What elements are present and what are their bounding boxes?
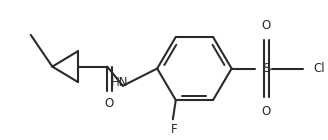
- Text: F: F: [171, 123, 177, 136]
- Text: HN: HN: [111, 76, 129, 89]
- Text: O: O: [261, 19, 271, 32]
- Text: S: S: [262, 62, 270, 75]
- Text: O: O: [105, 97, 114, 110]
- Text: O: O: [261, 105, 271, 118]
- Text: Cl: Cl: [313, 62, 325, 75]
